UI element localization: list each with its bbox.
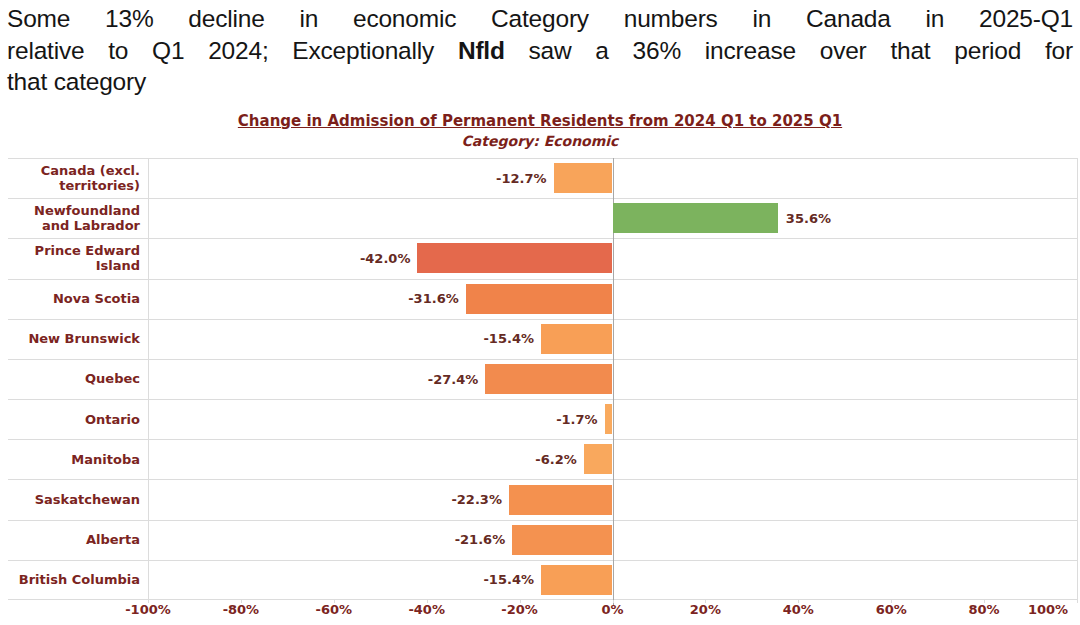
bar <box>613 203 778 233</box>
chart-title: Change in Admission of Permanent Residen… <box>0 112 1080 130</box>
bar-value-label: -12.7% <box>496 163 547 193</box>
gridline <box>8 479 1078 480</box>
gridline <box>8 520 1078 521</box>
category-label: New Brunswick <box>8 319 140 359</box>
x-tick-label: -60% <box>302 602 366 617</box>
gridline <box>8 319 1078 320</box>
bar <box>512 525 612 555</box>
gridline <box>8 439 1078 440</box>
headline-text: that category <box>7 68 146 95</box>
x-tick-label: 20% <box>673 602 737 617</box>
x-tick-label: 100% <box>1016 602 1080 617</box>
category-label: British Columbia <box>8 560 140 600</box>
bar-value-label: -6.2% <box>535 444 576 474</box>
category-label: Prince Edward Island <box>8 238 140 278</box>
bar-value-label: -21.6% <box>455 525 506 555</box>
bar <box>584 444 613 474</box>
x-tick-label: 40% <box>766 602 830 617</box>
bar <box>605 404 613 434</box>
plot-right-border <box>1077 158 1078 600</box>
category-label: Quebec <box>8 359 140 399</box>
gridline <box>8 359 1078 360</box>
headline-line-1: Some 13% decline in economic Category nu… <box>7 3 1073 35</box>
gridline <box>8 599 1078 600</box>
bar-value-label: -15.4% <box>483 565 534 595</box>
headline-text: relative to Q1 2024; Exceptionally <box>7 37 458 64</box>
category-label: Manitoba <box>8 439 140 479</box>
category-label: Ontario <box>8 399 140 439</box>
gridline <box>8 399 1078 400</box>
x-tick-label: 0% <box>581 602 645 617</box>
headline-line-3: that category <box>7 66 1073 98</box>
headline: Some 13% decline in economic Category nu… <box>7 3 1073 98</box>
category-label: Saskatchewan <box>8 479 140 519</box>
chart-subtitle: Category: Economic <box>0 133 1080 149</box>
gridline <box>8 279 1078 280</box>
x-tick-label: -100% <box>116 602 180 617</box>
x-tick-label: 80% <box>952 602 1016 617</box>
gridline <box>8 198 1078 199</box>
bar-value-label: -42.0% <box>360 243 411 273</box>
bar-value-label: -31.6% <box>408 284 459 314</box>
x-tick-label: -40% <box>395 602 459 617</box>
headline-text: saw a 36% increase over that period for <box>505 37 1073 64</box>
category-label: Newfoundland and Labrador <box>8 198 140 238</box>
bar-value-label: -1.7% <box>556 404 597 434</box>
bar <box>554 163 613 193</box>
headline-bold-nfld: Nfld <box>458 37 505 64</box>
bar <box>541 324 613 354</box>
x-tick-label: -80% <box>209 602 273 617</box>
category-label: Canada (excl. territories) <box>8 158 140 198</box>
bar <box>509 485 613 515</box>
headline-text: Some 13% decline in economic Category nu… <box>7 5 1073 32</box>
plot-area: Canada (excl. territories) -12.7% Newfound… <box>8 158 1078 625</box>
category-label: Alberta <box>8 520 140 560</box>
gridline <box>8 158 1078 159</box>
bar <box>485 364 612 394</box>
gridline <box>8 238 1078 239</box>
gridline <box>8 560 1078 561</box>
x-tick-label: 60% <box>859 602 923 617</box>
category-label: Nova Scotia <box>8 279 140 319</box>
bar-value-label: -15.4% <box>483 324 534 354</box>
bar <box>417 243 612 273</box>
x-tick-label: -20% <box>488 602 552 617</box>
plot-left-border <box>148 158 149 600</box>
bar <box>466 284 613 314</box>
report-page: { "headline": { "line1": "Some 13% decli… <box>0 0 1080 625</box>
bar-value-label: 35.6% <box>786 203 831 233</box>
bar-value-label: -22.3% <box>451 485 502 515</box>
bar <box>541 565 613 595</box>
headline-line-2: relative to Q1 2024; Exceptionally Nfld … <box>7 35 1073 67</box>
bar-value-label: -27.4% <box>428 364 479 394</box>
